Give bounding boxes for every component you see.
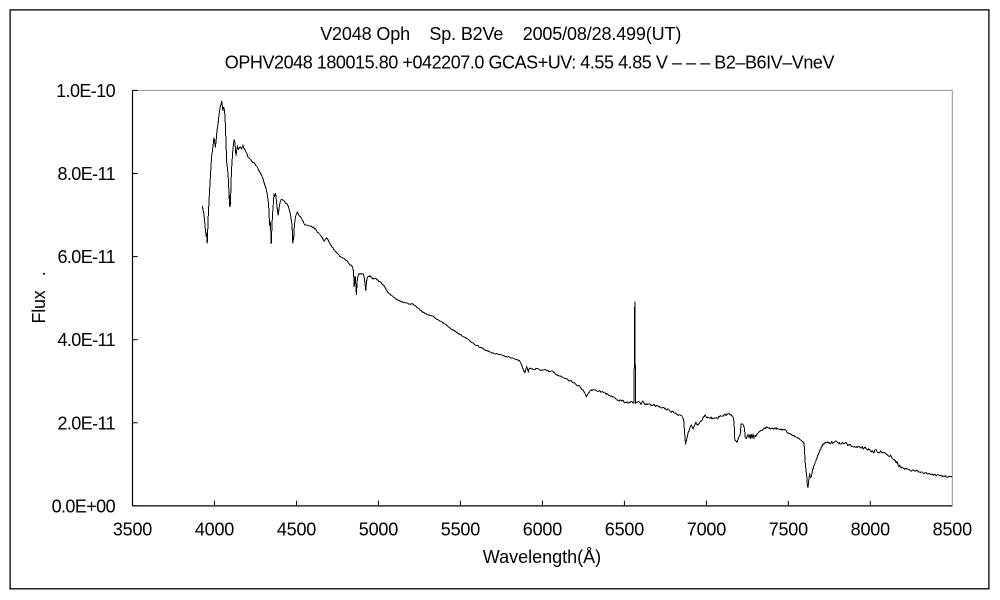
svg-text:OPHV2048 180015.80 +042207.0 G: OPHV2048 180015.80 +042207.0 GCAS+UV: 4.… <box>225 53 835 73</box>
svg-text:6000: 6000 <box>523 520 562 540</box>
svg-text:6500: 6500 <box>605 520 644 540</box>
svg-text:5500: 5500 <box>441 520 480 540</box>
svg-text:2.0E-11: 2.0E-11 <box>57 413 115 433</box>
svg-text:Flux .: Flux . <box>29 271 49 323</box>
svg-text:7500: 7500 <box>769 520 808 540</box>
svg-text:Wavelength(Å): Wavelength(Å) <box>483 547 601 567</box>
svg-text:8000: 8000 <box>851 520 890 540</box>
svg-text:5000: 5000 <box>359 520 398 540</box>
svg-text:8500: 8500 <box>933 520 972 540</box>
svg-text:V2048 Oph Sp. B2Ve 2005/: V2048 Oph Sp. B2Ve 2005/08/28.499(UT) <box>320 24 681 44</box>
svg-text:1.0E-10: 1.0E-10 <box>56 81 115 101</box>
svg-text:8.0E-11: 8.0E-11 <box>57 164 115 184</box>
svg-text:4500: 4500 <box>277 520 316 540</box>
svg-text:7000: 7000 <box>687 520 726 540</box>
svg-text:4000: 4000 <box>195 520 234 540</box>
svg-text:3500: 3500 <box>113 520 152 540</box>
svg-text:6.0E-11: 6.0E-11 <box>57 247 115 267</box>
svg-text:4.0E-11: 4.0E-11 <box>57 330 115 350</box>
svg-text:0.0E+00: 0.0E+00 <box>52 496 116 516</box>
